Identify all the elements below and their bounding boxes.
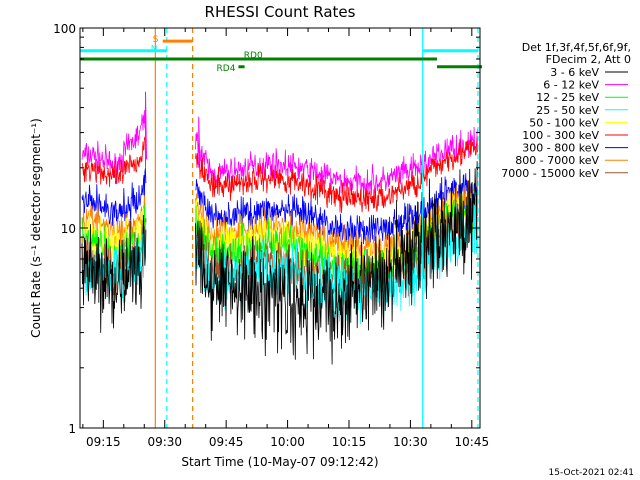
legend-label-6-12-kev: 6 - 12 keV [543,79,599,92]
legend-label-300-800-kev: 300 - 800 keV [522,142,599,155]
x-tick-label-10-30: 10:30 [393,435,428,449]
legend-header-line-1: Det 1f,3f,4f,5f,6f,9f, [522,41,631,54]
x-tick-label-09-45: 09:45 [209,435,244,449]
flag-label-rd0: RD0 [244,51,263,61]
flag-label-s: S [153,35,159,45]
x-axis-label: Start Time (10-May-07 09:12:42) [181,455,378,469]
series-3-6-kev [81,161,478,365]
flag-label-rd4: RD4 [217,64,236,74]
y-tick-label-100: 100 [53,22,76,36]
legend: Det 1f,3f,4f,5f,6f,9f, FDecim 2, Att 0 3… [501,41,631,180]
axes-layer: 09:15 09:30 09:45 10:00 10:15 10:30 10:45 1 10 10… [53,22,489,449]
legend-header-line-2: FDecim 2, Att 0 [546,53,631,66]
x-tick-label-10-45: 10:45 [455,435,490,449]
series-6-12-kev [81,110,478,199]
x-tick-label-09-15: 09:15 [86,435,121,449]
legend-label-12-25-kev: 12 - 25 keV [536,91,599,104]
x-tick-label-09-30: 09:30 [147,435,182,449]
timestamp: 15-Oct-2021 02:41 [549,468,634,478]
spike-0 [145,91,148,168]
flag-label-n: N [151,45,158,55]
overlay-layer: SN RD0 RD4 [80,28,483,428]
chart-title: RHESSI Count Rates [205,3,356,21]
x-tick-label-10-00: 10:00 [270,435,305,449]
y-axis-label: Count Rate (s⁻¹ detector segment⁻¹) [29,118,43,338]
legend-label-3-6-kev: 3 - 6 keV [550,66,599,79]
y-tick-label-10: 10 [61,222,76,236]
legend-label-800-7000-kev: 800 - 7000 keV [515,154,599,167]
legend-label-100-300-kev: 100 - 300 keV [522,129,599,142]
y-tick-label-1: 1 [68,422,76,436]
x-tick-label-10-15: 10:15 [332,435,367,449]
series-100-300-kev [81,136,478,214]
legend-label-50-100-kev: 50 - 100 keV [529,116,599,129]
spike-1 [198,116,201,168]
data-layer [81,91,478,365]
legend-label-25-50-kev: 25 - 50 keV [536,104,599,117]
legend-label-7000-15000-kev: 7000 - 15000 keV [501,167,599,180]
